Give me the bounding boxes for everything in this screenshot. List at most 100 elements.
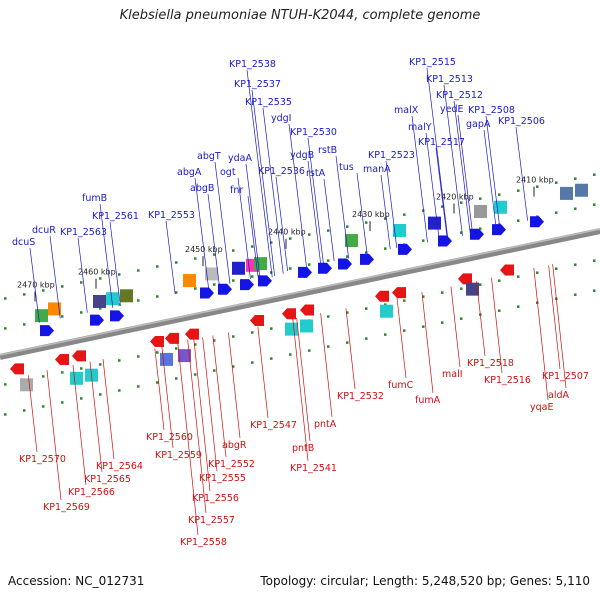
track-dot (365, 221, 368, 224)
top-gene-label: dcuR (32, 225, 56, 236)
top-gene-label: abgA (177, 167, 202, 178)
top-gene-label: malX (394, 105, 419, 116)
top-leader-line (307, 137, 324, 265)
forward-gene-arrow (218, 283, 232, 295)
bottom-leader-line (533, 267, 549, 401)
feature-block (494, 200, 507, 214)
bottom-leader-line (154, 348, 165, 431)
reverse-gene-arrow (72, 350, 86, 362)
bottom-leader-line (102, 359, 115, 460)
track-dot (479, 227, 482, 230)
track-dot (194, 373, 197, 376)
top-gene-label: dcuS (12, 237, 35, 248)
feature-block (120, 289, 133, 303)
track-dot (555, 211, 558, 214)
track-dot (555, 181, 558, 184)
top-leader-line (165, 220, 176, 295)
track-dot (156, 295, 159, 298)
top-gene-label: abgT (197, 151, 221, 162)
track-dot (517, 305, 520, 308)
bottom-gene-label: KP1_2566 (68, 487, 115, 498)
track-dot (118, 389, 121, 392)
track-dot (422, 295, 425, 298)
forward-gene-arrow (240, 279, 254, 291)
top-leader-line (515, 126, 528, 221)
track-dot (213, 369, 216, 372)
bottom-gene-label: KP1_2516 (484, 375, 531, 386)
forward-gene-arrow (438, 235, 452, 247)
top-leader-line (246, 69, 273, 278)
track-dot (422, 239, 425, 242)
bottom-gene-label: KP1_2541 (290, 463, 337, 474)
bottom-leader-line (476, 281, 486, 357)
top-gene-label: KP1_2513 (426, 74, 473, 85)
track-dot (80, 281, 83, 284)
track-dot (327, 259, 330, 262)
track-dot (213, 339, 216, 342)
track-dot (365, 307, 368, 310)
map-title: Klebsiella pneumoniae NTUH-K2044, comple… (119, 8, 481, 23)
track-dot (175, 291, 178, 294)
track-dot (384, 303, 387, 306)
track-dot (346, 225, 349, 228)
track-dot (232, 365, 235, 368)
bottom-gene-label: pntA (314, 419, 337, 430)
forward-gene-arrow (470, 228, 484, 240)
track-dot (593, 259, 596, 262)
top-leader-line (109, 221, 121, 306)
track-dot (289, 267, 292, 270)
feature-block (178, 349, 191, 363)
reverse-gene-arrow (185, 328, 199, 340)
top-gene-label: ydaA (228, 153, 252, 164)
top-gene-label: KP1_2537 (234, 79, 281, 90)
feature-block (106, 292, 119, 306)
top-gene-label: tus (339, 162, 354, 173)
track-dot (156, 351, 159, 354)
top-gene-label: yedE (440, 104, 464, 115)
top-gene-label: KP1_2506 (498, 116, 545, 127)
track-dot (422, 209, 425, 212)
top-leader-line (214, 161, 231, 284)
track-dot (308, 233, 311, 236)
track-dot (4, 327, 7, 330)
top-leader-line (335, 155, 350, 259)
bottom-leader-line (345, 308, 356, 390)
bottom-gene-label: KP1_2559 (155, 450, 202, 461)
bottom-gene-label: aldA (548, 390, 569, 401)
track-dot (593, 203, 596, 206)
track-dot (574, 177, 577, 180)
top-gene-label: rstA (306, 168, 326, 179)
track-dot (270, 357, 273, 360)
top-gene-label: KP1_2515 (409, 57, 456, 68)
top-gene-label: rstB (318, 145, 337, 156)
top-leader-line (245, 163, 261, 278)
track-dot (23, 293, 26, 296)
track-dot (251, 331, 254, 334)
track-dot (213, 253, 216, 256)
feature-block (160, 352, 173, 366)
top-gene-label: KP1_2530 (290, 127, 337, 138)
topology-text: Topology: circular; Length: 5,248,520 bp… (260, 574, 590, 588)
top-leader-line (247, 195, 259, 277)
bottom-leader-line (187, 339, 207, 514)
track-dot (498, 279, 501, 282)
track-dot (517, 275, 520, 278)
top-leader-line (237, 177, 251, 280)
track-dot (137, 299, 140, 302)
top-leader-line (49, 235, 61, 319)
forward-gene-arrow (90, 314, 104, 326)
track-dot (441, 321, 444, 324)
feature-block (35, 309, 48, 323)
feature-block (560, 186, 573, 200)
top-leader-line (77, 237, 88, 313)
kbp-tick-label: 2470 kbp (17, 280, 55, 289)
kbp-tick-label: 2440 kbp (268, 228, 306, 237)
reverse-gene-arrow (282, 308, 296, 320)
track-dot (175, 377, 178, 380)
top-leader-line (457, 114, 473, 233)
bottom-gene-label: yqaE (530, 402, 553, 413)
track-dot (118, 359, 121, 362)
forward-gene-arrow (258, 275, 272, 287)
track-dot (175, 347, 178, 350)
